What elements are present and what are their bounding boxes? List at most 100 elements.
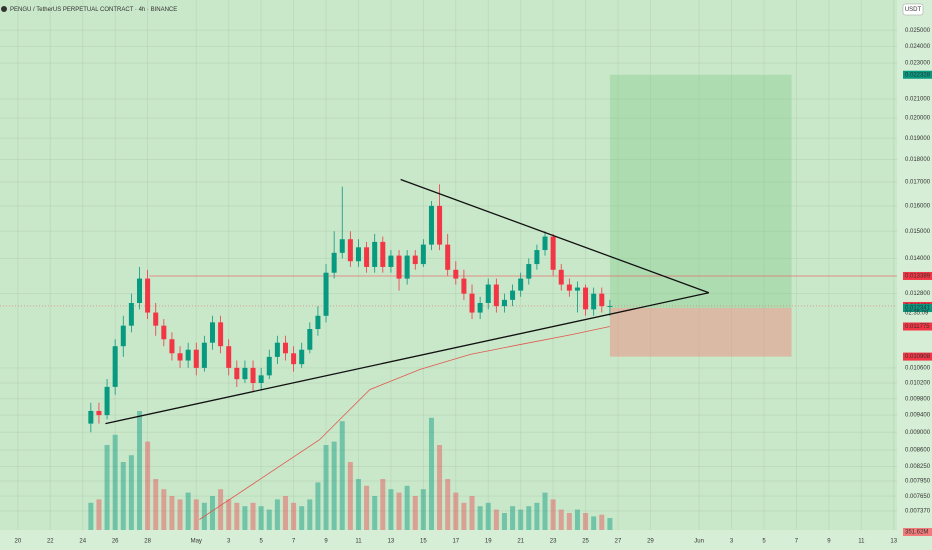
price-label-box	[903, 304, 932, 313]
volume-bar	[599, 514, 605, 530]
volume-bar	[136, 411, 142, 530]
price-label: 0.010908	[905, 354, 931, 360]
y-tick-label: 0.023000	[905, 61, 931, 67]
x-tick-label: 21	[517, 539, 524, 545]
y-tick-label: 0.015000	[905, 229, 931, 235]
x-tick-label: 5	[259, 539, 263, 545]
volume-bar	[120, 462, 126, 530]
volume-bar	[347, 462, 353, 530]
volume-bar	[445, 479, 451, 530]
volume-bar	[566, 513, 572, 530]
volume-bar	[323, 445, 329, 530]
x-tick-label: 7	[292, 539, 296, 545]
x-tick-label: 11	[858, 539, 865, 545]
candle-body	[372, 241, 378, 267]
plot	[0, 74, 897, 530]
candle-body	[437, 205, 443, 245]
volume-bar	[250, 502, 256, 530]
y-tick-label: 0.024000	[905, 44, 931, 50]
candle-body	[96, 410, 102, 416]
price-label: 0.012341	[905, 306, 931, 312]
candle-body	[291, 353, 297, 365]
candle-body	[412, 255, 418, 265]
x-tick-label: 13	[388, 539, 395, 545]
candle-body	[234, 367, 240, 380]
candle-body	[558, 269, 564, 285]
candle-body	[566, 284, 572, 291]
grid	[0, 0, 897, 530]
candle-body	[120, 325, 126, 347]
candle-body	[347, 239, 353, 262]
price-label-box	[903, 352, 932, 361]
x-tick-label: 3	[730, 539, 734, 545]
candle-body	[242, 367, 248, 380]
x-tick-label: 22	[47, 539, 54, 545]
candle-body	[128, 302, 134, 326]
volume-bar	[412, 496, 418, 530]
x-tick-label: 25	[582, 539, 589, 545]
candle-body	[526, 264, 532, 279]
currency-box[interactable]	[902, 3, 924, 16]
price-label-box	[903, 70, 932, 79]
volume-bar	[161, 489, 167, 530]
volume-bar	[526, 506, 532, 530]
volume-bar	[218, 489, 224, 530]
x-tick-label: 5	[762, 539, 766, 545]
price-label-box	[903, 322, 932, 331]
candle-body	[420, 244, 426, 265]
volume-bar	[104, 445, 110, 530]
candle-body	[404, 255, 410, 279]
volume-bar	[404, 485, 410, 530]
x-tick-label: 26	[112, 539, 119, 545]
x-tick-label: 23	[550, 539, 557, 545]
candle-body	[485, 284, 491, 303]
candle-body	[461, 278, 467, 294]
candle-body	[266, 356, 272, 376]
candle-body	[364, 247, 370, 267]
candle-body	[218, 322, 224, 347]
volume-bar	[493, 509, 499, 530]
volume-bar	[437, 445, 443, 530]
candle-body	[493, 284, 499, 307]
candle-body	[445, 244, 451, 270]
y-tick-label: 0.010600	[905, 365, 931, 371]
candle-body	[201, 342, 207, 368]
volume-bar	[518, 509, 524, 530]
x-tick-label: Jun	[694, 539, 704, 545]
y-tick-label: 0.010200	[905, 381, 931, 387]
volume-bar	[153, 479, 159, 530]
volume-bar	[469, 496, 475, 530]
volume-bar	[234, 502, 240, 530]
candle-body	[258, 375, 264, 383]
x-tick-label: 13	[890, 539, 897, 545]
volume-bar	[550, 499, 556, 530]
y-tick-label: 0.019000	[905, 136, 931, 142]
y-tick-label: 0.008250	[905, 464, 931, 470]
volume-bar	[291, 502, 297, 530]
candle-body	[453, 269, 459, 279]
candle-body	[226, 346, 232, 368]
volume-bar	[193, 499, 199, 530]
y-tick-label: 0.017000	[905, 180, 931, 186]
candle-body	[193, 349, 199, 368]
price-label-box	[903, 271, 932, 280]
y-tick-label: 0.009800	[905, 396, 931, 402]
candle-body	[501, 299, 507, 307]
x-tick-label: 11	[355, 539, 362, 545]
volume-bar	[258, 506, 264, 530]
volume-bar	[128, 455, 134, 530]
volume-bar	[558, 509, 564, 530]
x-tick-label: 27	[615, 539, 622, 545]
target-zone	[609, 74, 792, 309]
volume-bar	[355, 479, 361, 530]
y-tick-label: 0.018000	[905, 157, 931, 163]
candle-body	[274, 342, 280, 357]
volume-bar	[510, 506, 516, 530]
volume-bar	[209, 496, 215, 530]
volume-bar	[339, 421, 345, 530]
price-label: 0.022328	[905, 72, 931, 78]
volume-bar	[453, 492, 459, 530]
volume-bar	[242, 506, 248, 530]
volume-bar	[485, 502, 491, 530]
